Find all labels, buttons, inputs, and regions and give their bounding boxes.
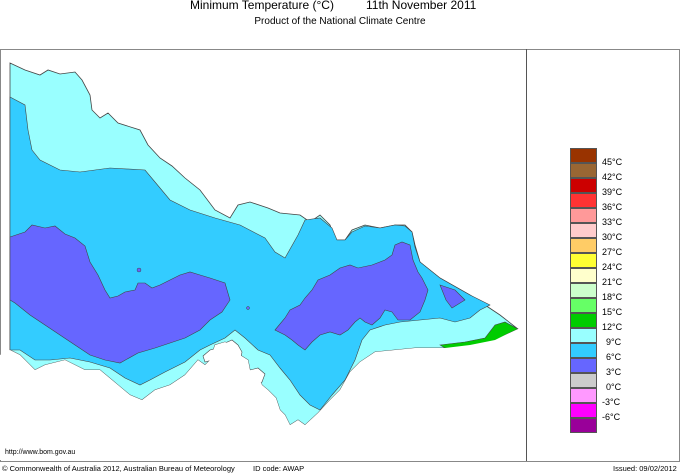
legend-label: 3°C — [606, 367, 622, 377]
legend-swatch — [570, 298, 597, 313]
issued-date: Issued: 09/02/2012 — [613, 464, 677, 473]
id-code: ID code: AWAP — [253, 464, 305, 473]
region-3-6-east-strip — [439, 284, 466, 309]
legend-swatch — [570, 253, 597, 268]
legend-swatch — [570, 343, 597, 358]
victoria-temperature-map — [0, 62, 526, 460]
legend-swatch — [570, 238, 597, 253]
legend-swatch — [570, 328, 597, 343]
legend-label: 39°C — [602, 187, 623, 197]
legend-swatch — [570, 418, 597, 433]
legend-label: 12°C — [602, 322, 623, 332]
legend-swatch — [570, 178, 597, 193]
ocean — [0, 326, 526, 460]
legend-label: 42°C — [602, 172, 623, 182]
legend-swatch — [570, 163, 597, 178]
legend-swatch — [570, 283, 597, 298]
legend-swatch — [570, 403, 597, 418]
legend-label: 24°C — [602, 262, 623, 272]
title-text: Minimum Temperature (°C) — [190, 0, 334, 12]
frame-divider — [526, 49, 527, 461]
legend-label: 36°C — [602, 202, 623, 212]
title-date: 11th November 2011 — [366, 0, 477, 12]
region-3-6-east — [274, 241, 429, 351]
legend-swatch — [570, 358, 597, 373]
legend-swatch — [570, 268, 597, 283]
legend-label: 21°C — [602, 277, 623, 287]
legend-label: 9°C — [606, 337, 622, 347]
legend-label: 18°C — [602, 292, 623, 302]
copyright-text: © Commonwealth of Australia 2012, Austra… — [2, 464, 235, 473]
legend-swatch — [570, 193, 597, 208]
region-3-6-west — [9, 224, 231, 364]
legend-label: 15°C — [602, 307, 623, 317]
legend-label: 6°C — [606, 352, 622, 362]
legend-label: 45°C — [602, 157, 623, 167]
legend-label: -6°C — [602, 412, 621, 422]
bom-url: http://www.bom.gov.au — [5, 449, 76, 456]
legend-label: 33°C — [602, 217, 623, 227]
legend-swatch — [570, 148, 597, 163]
legend-label: 30°C — [602, 232, 623, 242]
legend-label: -3°C — [602, 397, 621, 407]
legend-swatch — [570, 223, 597, 238]
legend-label: 27°C — [602, 247, 623, 257]
legend-label: 0°C — [606, 382, 622, 392]
legend-swatch — [570, 313, 597, 328]
subtitle: Product of the National Climate Centre — [254, 16, 426, 27]
legend-swatch — [570, 388, 597, 403]
legend-swatch — [570, 208, 597, 223]
legend-swatch — [570, 373, 597, 388]
small-region-dot — [246, 306, 250, 310]
small-region-dot — [136, 267, 142, 273]
